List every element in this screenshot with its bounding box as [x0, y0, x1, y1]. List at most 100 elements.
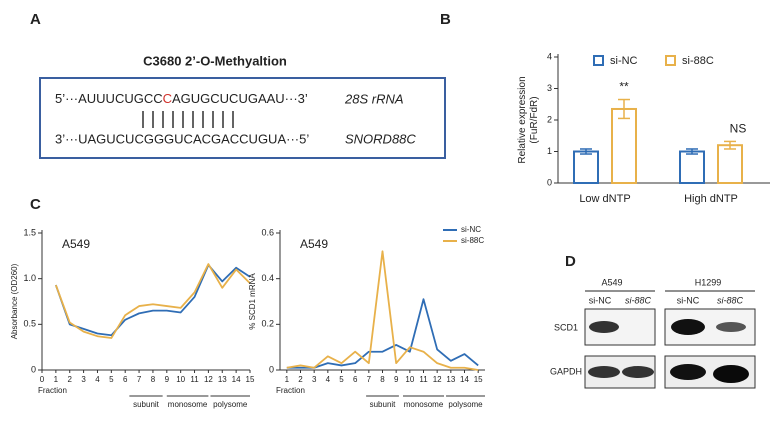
top-strand: 5’···AUUUCUGCCCAGUGCUCUGAAU···3’: [55, 91, 308, 106]
annotation: **: [619, 80, 629, 94]
y-axis-label: % SCD1 mRNA: [248, 273, 257, 330]
group-label: polysome: [448, 400, 483, 409]
x-tick-label: 10: [405, 375, 414, 384]
legend-label: si-88C: [461, 236, 484, 245]
x-tick-label: 9: [165, 375, 170, 384]
y-tick-label: 4: [547, 51, 552, 61]
x-tick-label: 3: [81, 375, 86, 384]
panel-label: B: [440, 11, 451, 28]
legend-label: si-NC: [610, 55, 638, 67]
y-tick-label: 1: [547, 146, 552, 156]
x-tick-label: 15: [474, 375, 483, 384]
band: [589, 321, 619, 333]
x-tick-label: 6: [353, 375, 358, 384]
x-tick-label: 1: [54, 375, 59, 384]
lane-label: si-88C: [717, 295, 744, 305]
x-axis-label: Fraction: [276, 386, 305, 395]
base-pairs: [142, 111, 234, 128]
panel-label: A: [30, 11, 41, 28]
x-tick-label: 7: [137, 375, 142, 384]
panel-label: D: [565, 253, 576, 270]
bar: [573, 150, 599, 184]
cell-line: H1299: [695, 277, 722, 287]
chart-title: A549: [300, 237, 328, 251]
methylated-base: C: [163, 91, 172, 106]
protein-label: GAPDH: [550, 366, 582, 376]
band: [622, 366, 654, 378]
x-tick-label: 15: [246, 375, 255, 384]
error-bar: [686, 148, 698, 155]
error-bar: [724, 140, 736, 150]
x-tick-label: 4: [95, 375, 100, 384]
lane-label: si-NC: [677, 295, 700, 305]
x-tick-label: 5: [109, 375, 114, 384]
panel-label: C: [30, 196, 41, 213]
band: [671, 319, 705, 335]
y-axis-label-line: (FuR/FdR): [529, 96, 540, 143]
x-tick-label: 13: [218, 375, 227, 384]
chart-title: A549: [62, 237, 90, 251]
legend-label: si-NC: [461, 225, 481, 234]
data-line: [286, 298, 479, 369]
y-tick-label: 0: [269, 364, 274, 374]
strand-part: 5’···AUUUCUGCC: [55, 91, 163, 106]
y-tick-label: 2: [547, 114, 552, 124]
x-tick-label: 5: [339, 375, 344, 384]
x-tick-label: 2: [298, 375, 303, 384]
group-label: polysome: [213, 400, 248, 409]
y-tick-label: 3: [547, 83, 552, 93]
data-line: [55, 264, 251, 337]
band: [716, 322, 746, 332]
lane-label: si-88C: [625, 295, 652, 305]
x-tick-label: 9: [394, 375, 399, 384]
strand-part: AGUGCUCUGAAU···3’: [172, 91, 308, 106]
bar: [611, 107, 637, 184]
y-axis-label: Relative expression(FuR/FdR): [517, 76, 540, 163]
x-tick-label: 12: [204, 375, 213, 384]
band: [588, 366, 620, 378]
x-tick-label: 7: [367, 375, 372, 384]
cell-line: A549: [601, 277, 622, 287]
y-axis-label: Absorbance (OD260): [10, 263, 19, 339]
x-tick-label: 11: [419, 375, 428, 384]
y-tick-label: 1.0: [23, 273, 36, 283]
protein-label: SCD1: [554, 322, 578, 332]
sequence-box: [39, 77, 446, 159]
x-tick-label: 6: [123, 375, 128, 384]
x-tick-label: 8: [151, 375, 156, 384]
band: [670, 364, 706, 380]
strand-label: SNORD88C: [345, 131, 416, 146]
x-tick-label: 0: [40, 375, 45, 384]
group-label: subunit: [370, 400, 397, 409]
y-tick-label: 0: [31, 364, 36, 374]
error-bar: [618, 98, 630, 120]
y-tick-label: 0.5: [23, 319, 36, 329]
group-label: monosome: [404, 400, 444, 409]
legend-label: si-88C: [682, 55, 714, 67]
error-bar: [580, 148, 592, 155]
y-tick-label: 0.6: [261, 227, 274, 237]
group-label: subunit: [133, 400, 160, 409]
x-tick-label: 3: [312, 375, 317, 384]
x-tick-label: 8: [380, 375, 385, 384]
x-tick-label: Low dNTP: [579, 193, 630, 205]
band: [713, 365, 749, 383]
annotation: NS: [730, 122, 747, 136]
y-axis-label-line: Relative expression: [517, 76, 528, 163]
x-tick-label: 13: [446, 375, 455, 384]
data-line: [55, 263, 251, 339]
x-axis-label: Fraction: [38, 386, 67, 395]
x-tick-label: 14: [460, 375, 469, 384]
strand-label: 28S rRNA: [344, 91, 404, 106]
y-tick-label: 0: [547, 177, 552, 187]
data-line: [286, 250, 479, 371]
bottom-strand: 3’···UAGUCUCGGGUCACGACCUGUA···5’: [55, 131, 309, 146]
legend-swatch: [593, 55, 604, 66]
western-blot: A549 H1299 si-NC si-88C si-NC si-88C SCD…: [550, 277, 756, 389]
y-tick-label: 1.5: [23, 227, 36, 237]
lane-label: si-NC: [589, 295, 612, 305]
bar: [679, 150, 705, 184]
x-tick-label: 4: [326, 375, 331, 384]
x-tick-label: High dNTP: [684, 193, 738, 205]
